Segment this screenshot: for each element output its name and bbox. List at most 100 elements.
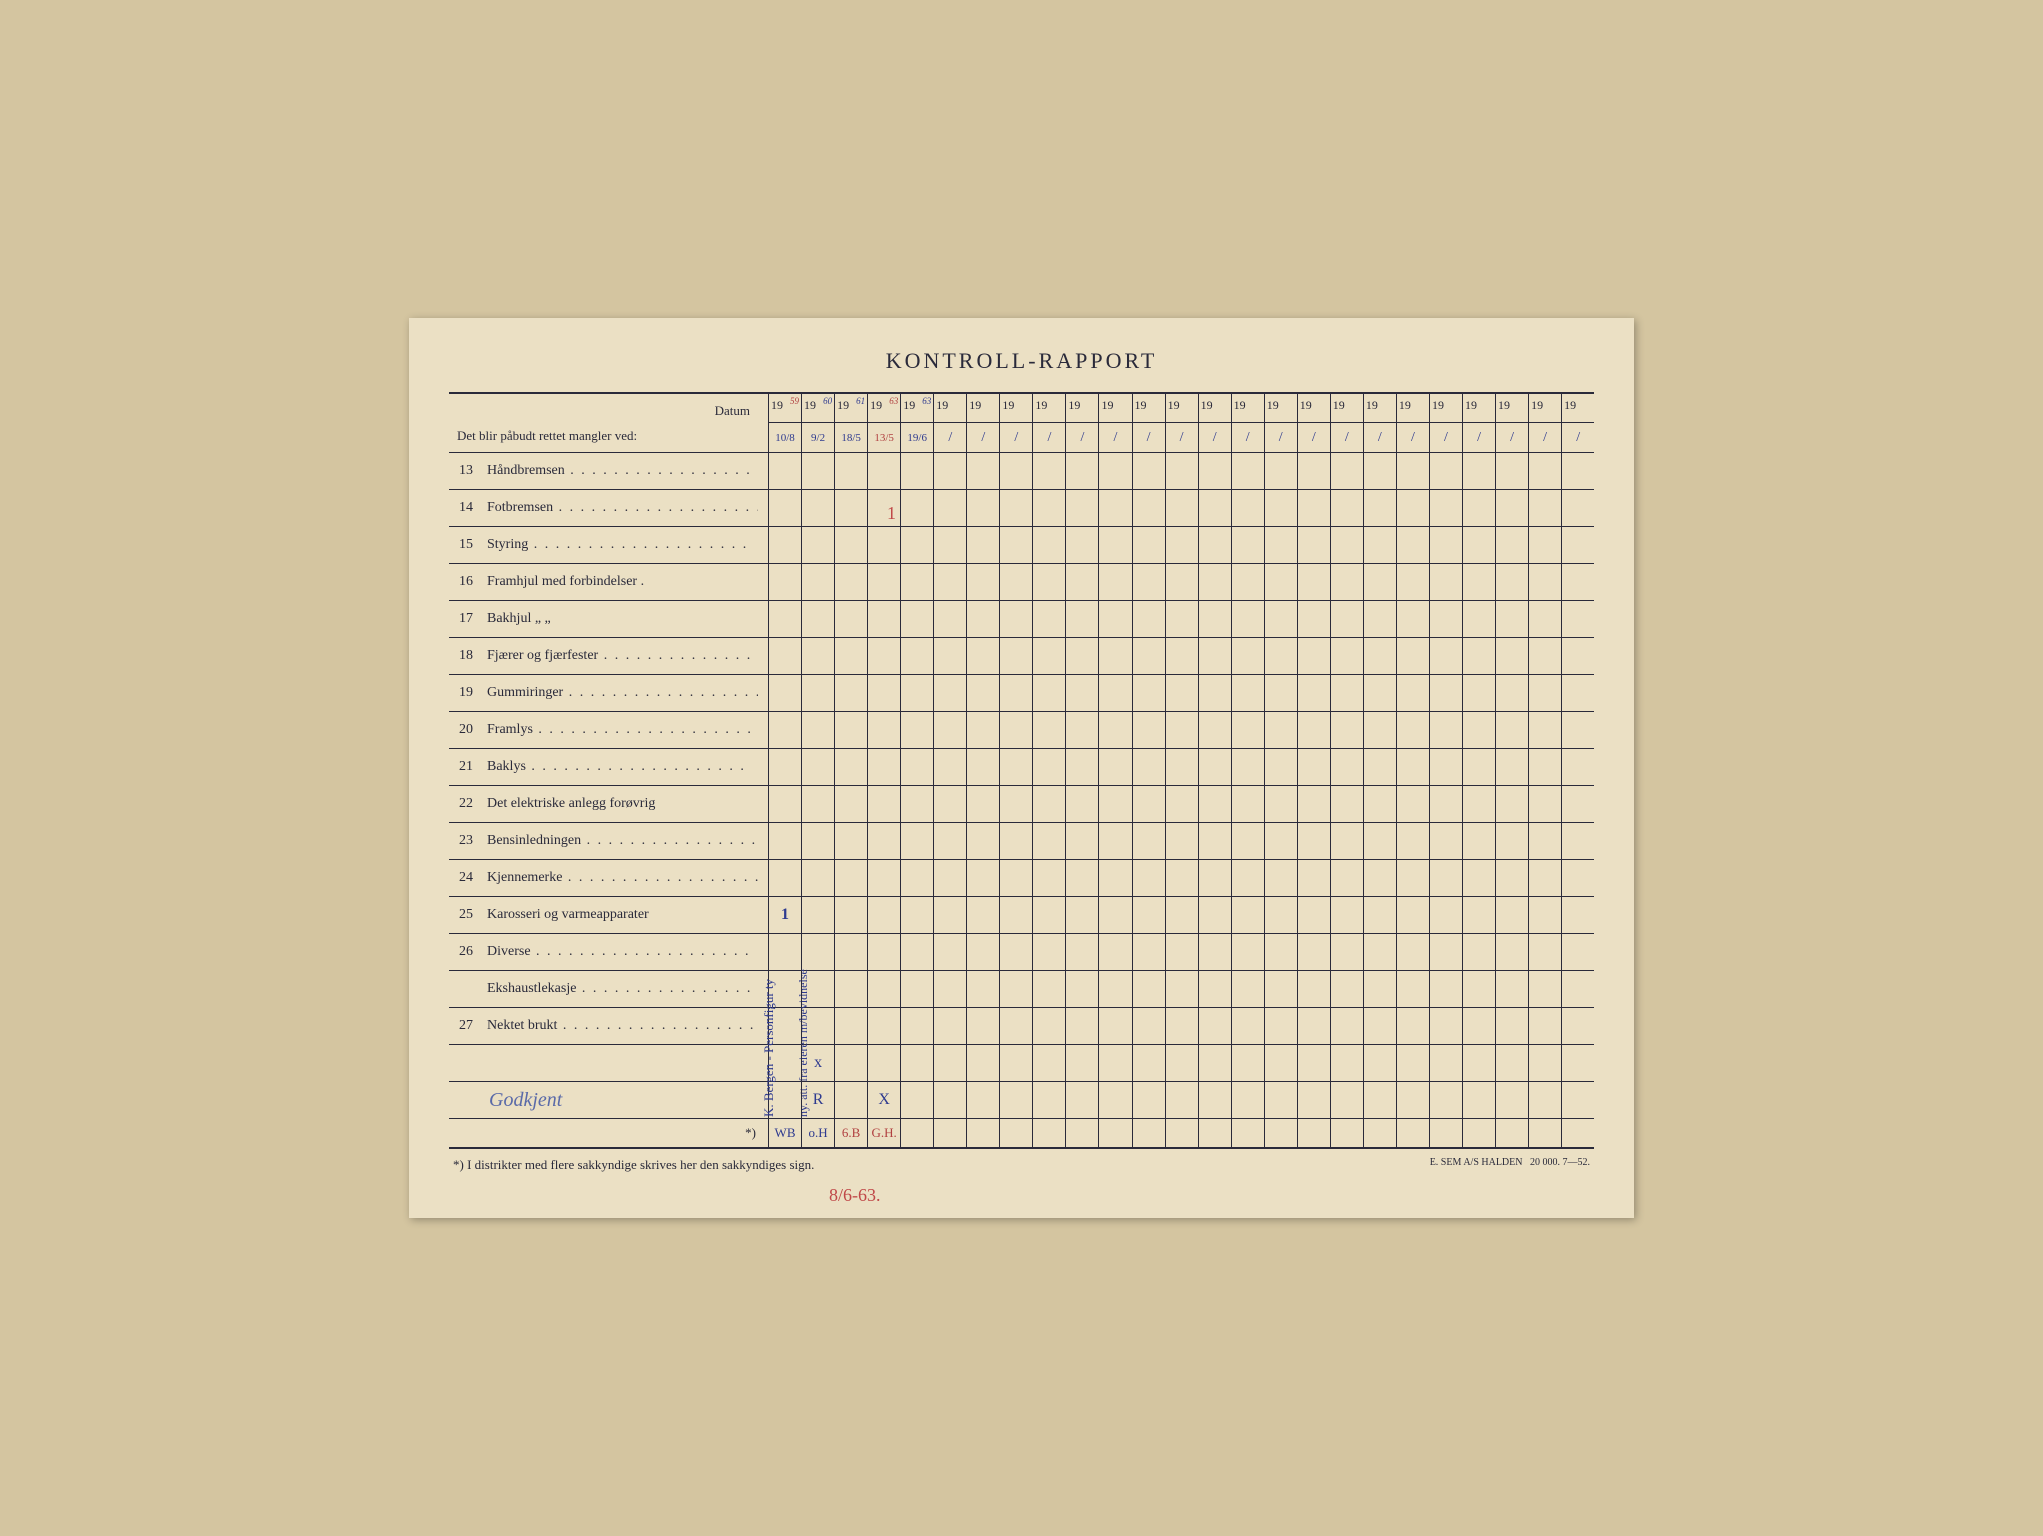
grid-cell xyxy=(1496,490,1529,526)
grid-cell xyxy=(1199,860,1232,896)
grid-cell xyxy=(1397,601,1430,637)
item-number: 18 xyxy=(459,648,487,664)
grid-cell xyxy=(1331,1082,1364,1118)
grid-cell xyxy=(967,860,1000,896)
grid-cell xyxy=(1397,860,1430,896)
year-prefix: 1961 xyxy=(835,394,867,423)
item-row: 20Framlys xyxy=(449,712,768,749)
year-date-cell: / xyxy=(1331,423,1363,452)
grid-cell xyxy=(1331,564,1364,600)
item-number: 23 xyxy=(459,833,487,849)
item-number: 19 xyxy=(459,685,487,701)
grid-cell xyxy=(1099,1082,1132,1118)
item-number: 25 xyxy=(459,907,487,923)
year-date-cell: / xyxy=(1397,423,1429,452)
grid-cell xyxy=(967,823,1000,859)
grid-cell xyxy=(1033,638,1066,674)
grid-cell xyxy=(1364,527,1397,563)
grid-cell xyxy=(1496,823,1529,859)
grid-cell xyxy=(868,971,901,1007)
grid-cell xyxy=(1000,749,1033,785)
grid-cell xyxy=(1033,564,1066,600)
year-column: 196118/5 xyxy=(835,394,868,452)
grid-cell xyxy=(1265,564,1298,600)
grid-cell xyxy=(1298,897,1331,933)
item-label: Bakhjul „ „ xyxy=(487,611,758,627)
grid-cell xyxy=(802,675,835,711)
grid-cell xyxy=(1364,934,1397,970)
grid-cell xyxy=(1562,786,1594,822)
year-prefix: 19 xyxy=(934,394,966,423)
grid-cell xyxy=(1265,601,1298,637)
grid-cell xyxy=(1265,786,1298,822)
grid-cell xyxy=(1033,934,1066,970)
grid-cell xyxy=(1529,897,1562,933)
grid-cell xyxy=(868,527,901,563)
grid-cell xyxy=(934,712,967,748)
grid-cell xyxy=(1232,1119,1265,1147)
item-label: Baklys xyxy=(487,759,758,775)
grid-cell xyxy=(934,601,967,637)
grid-row: x xyxy=(769,1045,1594,1082)
grid-cell xyxy=(1463,971,1496,1007)
grid-cell xyxy=(868,823,901,859)
year-prefix: 19 xyxy=(1496,394,1528,423)
grid-cell xyxy=(1496,860,1529,896)
grid-cell xyxy=(1562,712,1594,748)
grid-cell xyxy=(1331,786,1364,822)
year-column: 19/ xyxy=(1496,394,1529,452)
year-prefix: 19 xyxy=(1430,394,1462,423)
grid-cell xyxy=(769,971,802,1007)
grid-cell xyxy=(1529,934,1562,970)
year-date-cell: 19/6 xyxy=(901,423,933,452)
grid-cell xyxy=(1529,564,1562,600)
item-row: 24Kjennemerke xyxy=(449,860,768,897)
grid-cell xyxy=(1364,1045,1397,1081)
year-prefix: 19 xyxy=(1562,394,1594,423)
grid-cell xyxy=(1496,1045,1529,1081)
grid-cell xyxy=(1298,564,1331,600)
grid-cell xyxy=(1000,527,1033,563)
grid-cell xyxy=(1199,1008,1232,1044)
grid-cell xyxy=(1496,1082,1529,1118)
year-column: 196319/6 xyxy=(901,394,934,452)
grid-cell xyxy=(934,1045,967,1081)
year-prefix: 19 xyxy=(1463,394,1495,423)
grid-cell xyxy=(868,749,901,785)
grid-cell xyxy=(1199,453,1232,489)
grid-cell xyxy=(1066,564,1099,600)
year-column: 19/ xyxy=(1298,394,1331,452)
grid-cell xyxy=(1133,1045,1166,1081)
grid-cell xyxy=(1562,675,1594,711)
grid-cell xyxy=(868,453,901,489)
grid-cell xyxy=(1033,527,1066,563)
grid-cell xyxy=(1364,712,1397,748)
grid-cell xyxy=(1397,564,1430,600)
grid-cell xyxy=(802,1008,835,1044)
grid-cell xyxy=(1529,1082,1562,1118)
grid-cell xyxy=(1166,934,1199,970)
grid-cell xyxy=(1331,749,1364,785)
grid-cell xyxy=(1496,638,1529,674)
grid-cell xyxy=(1000,971,1033,1007)
grid-cell xyxy=(1033,1045,1066,1081)
grid-cell xyxy=(802,453,835,489)
grid-cell xyxy=(901,971,934,1007)
grid-cell xyxy=(1133,971,1166,1007)
grid-cell xyxy=(934,860,967,896)
grid-cell xyxy=(1430,490,1463,526)
grid-cell xyxy=(835,971,868,1007)
grid-cell xyxy=(1166,564,1199,600)
grid-cell xyxy=(1331,823,1364,859)
grid-cell xyxy=(1496,897,1529,933)
grid-cell xyxy=(1232,786,1265,822)
grid-cell xyxy=(1529,453,1562,489)
year-column: 19/ xyxy=(1364,394,1397,452)
grid-cell xyxy=(1562,638,1594,674)
grid-cell: o.H xyxy=(802,1119,835,1147)
grid-row xyxy=(769,453,1594,490)
year-date-cell: 13/5 xyxy=(868,423,900,452)
grid-cell xyxy=(835,564,868,600)
item-label: Nektet brukt xyxy=(487,1018,758,1034)
grid-cell xyxy=(802,490,835,526)
